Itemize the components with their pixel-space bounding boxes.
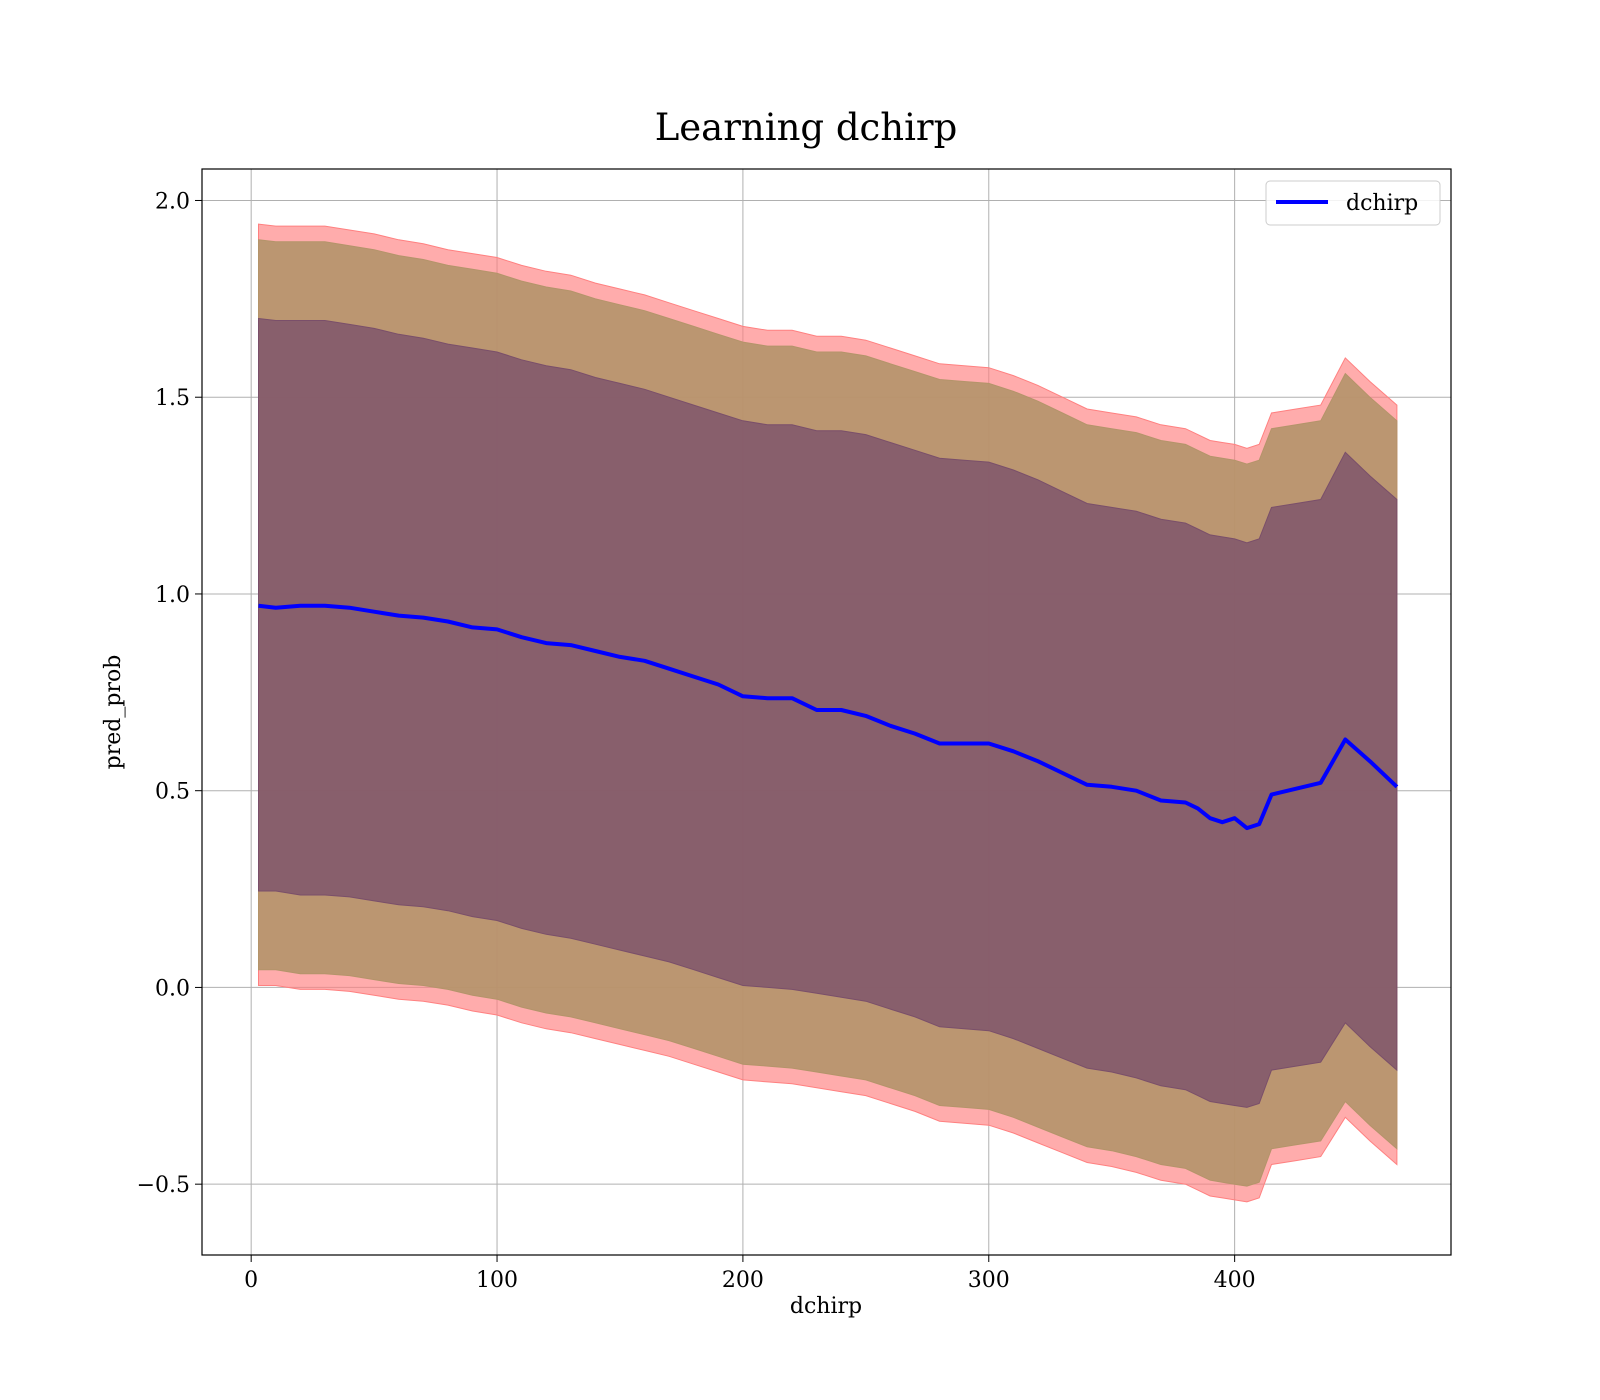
y-tick-label: 0.5 (155, 780, 190, 805)
x-axis-label: dchirp (790, 1294, 862, 1319)
uncertainty-bands (258, 223, 1398, 1203)
legend-box (1265, 180, 1441, 226)
plot-frame (201, 168, 1452, 1256)
y-tick-label: 0.0 (155, 976, 190, 1001)
y-tick-label: 1.0 (155, 583, 190, 608)
x-axis-ticks: 0 100 200 300 400 (244, 1255, 1256, 1293)
band-inner (258, 317, 1398, 1108)
y-tick-label: −0.5 (137, 1173, 190, 1198)
y-tick-label: 1.5 (155, 386, 190, 411)
y-axis-ticks: −0.5 0.0 0.5 1.0 1.5 2.0 (137, 189, 202, 1198)
x-tick-label: 200 (722, 1268, 764, 1293)
series-lines (258, 603, 1399, 831)
x-tick-label: 300 (968, 1268, 1010, 1293)
x-tick-label: 100 (476, 1268, 518, 1293)
y-axis-label: pred_prob (101, 655, 126, 770)
x-tick-label: 400 (1214, 1268, 1256, 1293)
x-tick-label: 0 (244, 1268, 258, 1293)
series-line-dchirp (258, 603, 1399, 831)
chart-title: Learning dchirp (655, 106, 958, 149)
legend: dchirp (1265, 180, 1441, 226)
y-tick-label: 2.0 (155, 189, 190, 214)
legend-label-dchirp: dchirp (1346, 191, 1418, 216)
